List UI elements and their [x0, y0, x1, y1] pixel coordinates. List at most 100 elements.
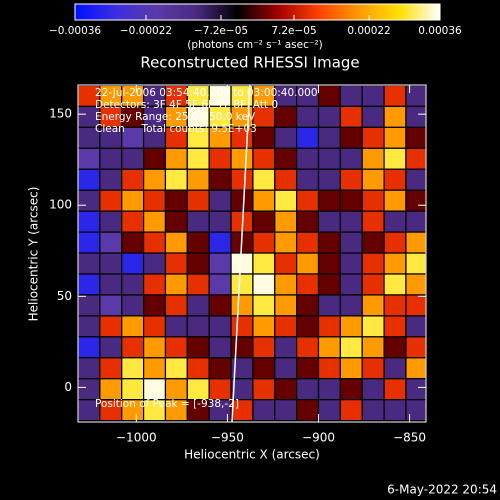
- heatmap-cell: [339, 105, 363, 128]
- heatmap-cell: [274, 126, 298, 149]
- heatmap-cell: [361, 231, 385, 254]
- heatmap-cell: [361, 357, 385, 380]
- heatmap-cell: [164, 315, 188, 338]
- heatmap-cell: [99, 231, 123, 254]
- heatmap-cell: [339, 336, 363, 359]
- heatmap-cell: [361, 315, 385, 338]
- heatmap-cell: [405, 189, 427, 212]
- colorbar-tick-label: 0.00022: [347, 25, 390, 37]
- heatmap-cell: [142, 315, 167, 338]
- heatmap-cell: [142, 189, 167, 212]
- heatmap-cell: [121, 147, 145, 170]
- heatmap-cell: [383, 84, 407, 108]
- heatmap-cell: [317, 252, 341, 275]
- heatmap-cell: [142, 357, 167, 380]
- heatmap-cell: [208, 294, 232, 317]
- chart-title: Reconstructed RHESSI Image: [140, 54, 359, 72]
- heatmap-cell: [186, 147, 210, 170]
- heatmap-cell: [361, 252, 385, 275]
- heatmap-cell: [99, 357, 123, 380]
- heatmap-cell: [142, 294, 167, 317]
- heatmap-cell: [186, 189, 210, 212]
- heatmap-cell: [317, 357, 341, 380]
- heatmap-cell: [317, 294, 341, 317]
- heatmap-cell: [383, 189, 407, 212]
- heatmap-cell: [164, 210, 188, 233]
- heatmap-cell: [252, 399, 276, 422]
- heatmap-cell: [405, 231, 427, 254]
- heatmap-cell: [230, 147, 254, 170]
- heatmap-cell: [274, 189, 298, 212]
- heatmap-cell: [186, 357, 210, 380]
- heatmap-cell: [208, 231, 232, 254]
- heatmap-cell: [230, 336, 254, 359]
- heatmap-cell: [164, 378, 188, 401]
- heatmap-cell: [99, 252, 123, 275]
- heatmap-cell: [317, 336, 341, 359]
- heatmap-cell: [208, 378, 232, 401]
- heatmap-cell: [317, 84, 341, 108]
- heatmap-cell: [77, 357, 101, 380]
- annotation: Detectors: 3F 4F 5F 6F 7F 8F, Att 0: [95, 99, 278, 111]
- heatmap-cell: [142, 168, 167, 191]
- heatmap-cell: [164, 147, 188, 170]
- heatmap-cell: [339, 273, 363, 296]
- colorbar: [74, 3, 441, 21]
- heatmap-cell: [317, 315, 341, 338]
- x-axis-label: Heliocentric X (arcsec): [184, 448, 320, 462]
- heatmap-cell: [274, 273, 298, 296]
- heatmap-cell: [99, 147, 123, 170]
- heatmap-cell: [361, 105, 385, 128]
- heatmap-cell: [208, 336, 232, 359]
- heatmap-cell: [274, 147, 298, 170]
- heatmap-cell: [317, 168, 341, 191]
- heatmap-cell: [339, 126, 363, 149]
- heatmap-cell: [186, 378, 210, 401]
- annotation: Energy Range: 25.0 - 50.0 keV: [95, 111, 256, 123]
- heatmap-cell: [317, 126, 341, 149]
- heatmap-cell: [77, 147, 101, 170]
- heatmap-cell: [361, 126, 385, 149]
- heatmap-cell: [317, 105, 341, 128]
- heatmap-cell: [164, 294, 188, 317]
- heatmap-cell: [339, 168, 363, 191]
- heatmap-cell: [339, 378, 363, 401]
- heatmap-cell: [383, 210, 407, 233]
- heatmap-cell: [142, 336, 167, 359]
- heatmap-cell: [186, 294, 210, 317]
- heatmap-cell: [317, 147, 341, 170]
- heatmap-cell: [252, 378, 276, 401]
- heatmap-cell: [339, 147, 363, 170]
- heatmap-cell: [339, 399, 363, 422]
- heatmap-cell: [186, 273, 210, 296]
- heatmap-cell: [383, 273, 407, 296]
- x-tick-label: −850: [393, 431, 426, 445]
- heatmap-cell: [405, 105, 427, 128]
- heatmap-cell: [296, 294, 320, 317]
- heatmap-cell: [77, 294, 101, 317]
- heatmap-cell: [405, 147, 427, 170]
- heatmap-cell: [252, 147, 276, 170]
- plot-frame: [77, 84, 427, 423]
- annotation: Position of Peak = [-938,-2]: [95, 398, 239, 410]
- heatmap-cell: [142, 273, 167, 296]
- heatmap-cell: [383, 231, 407, 254]
- heatmap-cell: [230, 189, 254, 212]
- heatmap-cell: [274, 252, 298, 275]
- y-tick-label: 100: [49, 198, 72, 212]
- x-tick-label: −900: [302, 431, 335, 445]
- heatmap-cell: [121, 273, 145, 296]
- heatmap-cell: [405, 357, 427, 380]
- heatmap-cell: [274, 231, 298, 254]
- heatmap-cell: [208, 357, 232, 380]
- heatmap-cell: [208, 168, 232, 191]
- heatmap-cell: [230, 294, 254, 317]
- y-axis-label: Heliocentric Y (arcsec): [27, 187, 41, 322]
- heatmap-cell: [252, 231, 276, 254]
- heatmap-cell: [208, 252, 232, 275]
- heatmap-cell: [405, 126, 427, 149]
- heatmap-cell: [186, 336, 210, 359]
- heatmap-cell: [296, 357, 320, 380]
- x-tick-label: −1000: [116, 431, 157, 445]
